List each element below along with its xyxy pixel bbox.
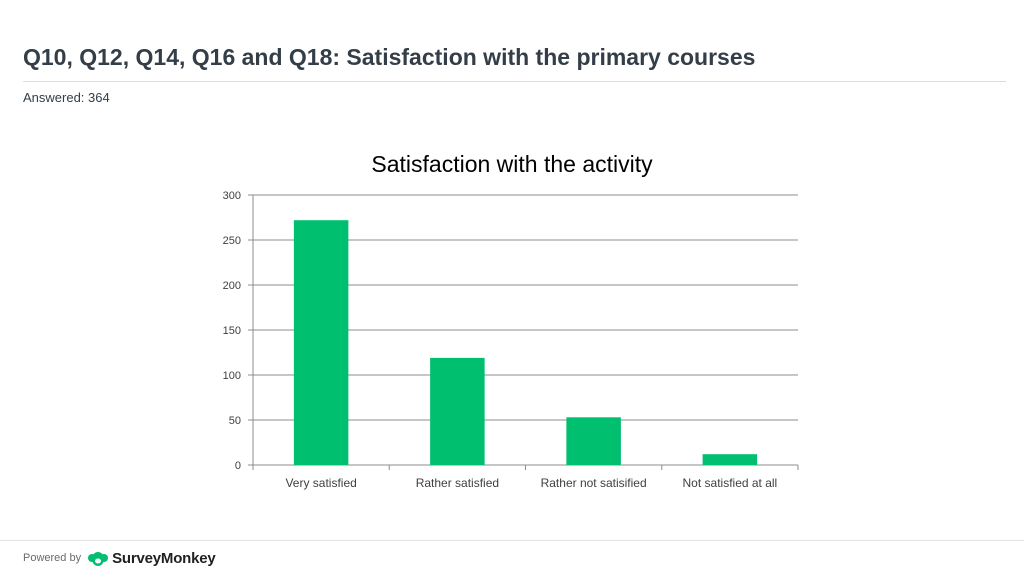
y-tick-label: 300 (223, 190, 241, 202)
y-tick-label: 100 (223, 370, 241, 382)
footer: Powered by SurveyMonkey (23, 547, 216, 569)
y-tick-label: 250 (223, 235, 241, 247)
chart-title: Satisfaction with the activity (371, 151, 653, 177)
x-tick-label: Not satisfied at all (683, 476, 778, 490)
y-tick-label: 50 (229, 415, 241, 427)
answered-count: Answered: 364 (23, 90, 110, 105)
chart-container: Satisfaction with the activity 0 50 100 150 2… (0, 140, 1024, 510)
footer-divider (0, 540, 1024, 541)
x-tick-label: Very satisfied (285, 476, 356, 490)
y-tick-label: 150 (223, 325, 241, 337)
bar (293, 220, 349, 465)
page-title: Q10, Q12, Q14, Q16 and Q18: Satisfaction… (23, 44, 756, 70)
title-divider (23, 81, 1006, 82)
x-tick-label: Rather satisfied (416, 476, 499, 490)
brand-name: SurveyMonkey (112, 549, 216, 567)
y-tick-label: 200 (223, 280, 241, 292)
surveymonkey-logo-icon (88, 552, 109, 566)
bar (702, 454, 758, 465)
bar-chart: Satisfaction with the activity 0 50 100 150 2… (223, 151, 799, 490)
x-tick-label: Rather not satisified (541, 476, 647, 490)
bar (430, 357, 485, 465)
bar (566, 417, 621, 465)
powered-by-label: Powered by (23, 552, 82, 564)
y-tick-label: 0 (235, 460, 241, 472)
